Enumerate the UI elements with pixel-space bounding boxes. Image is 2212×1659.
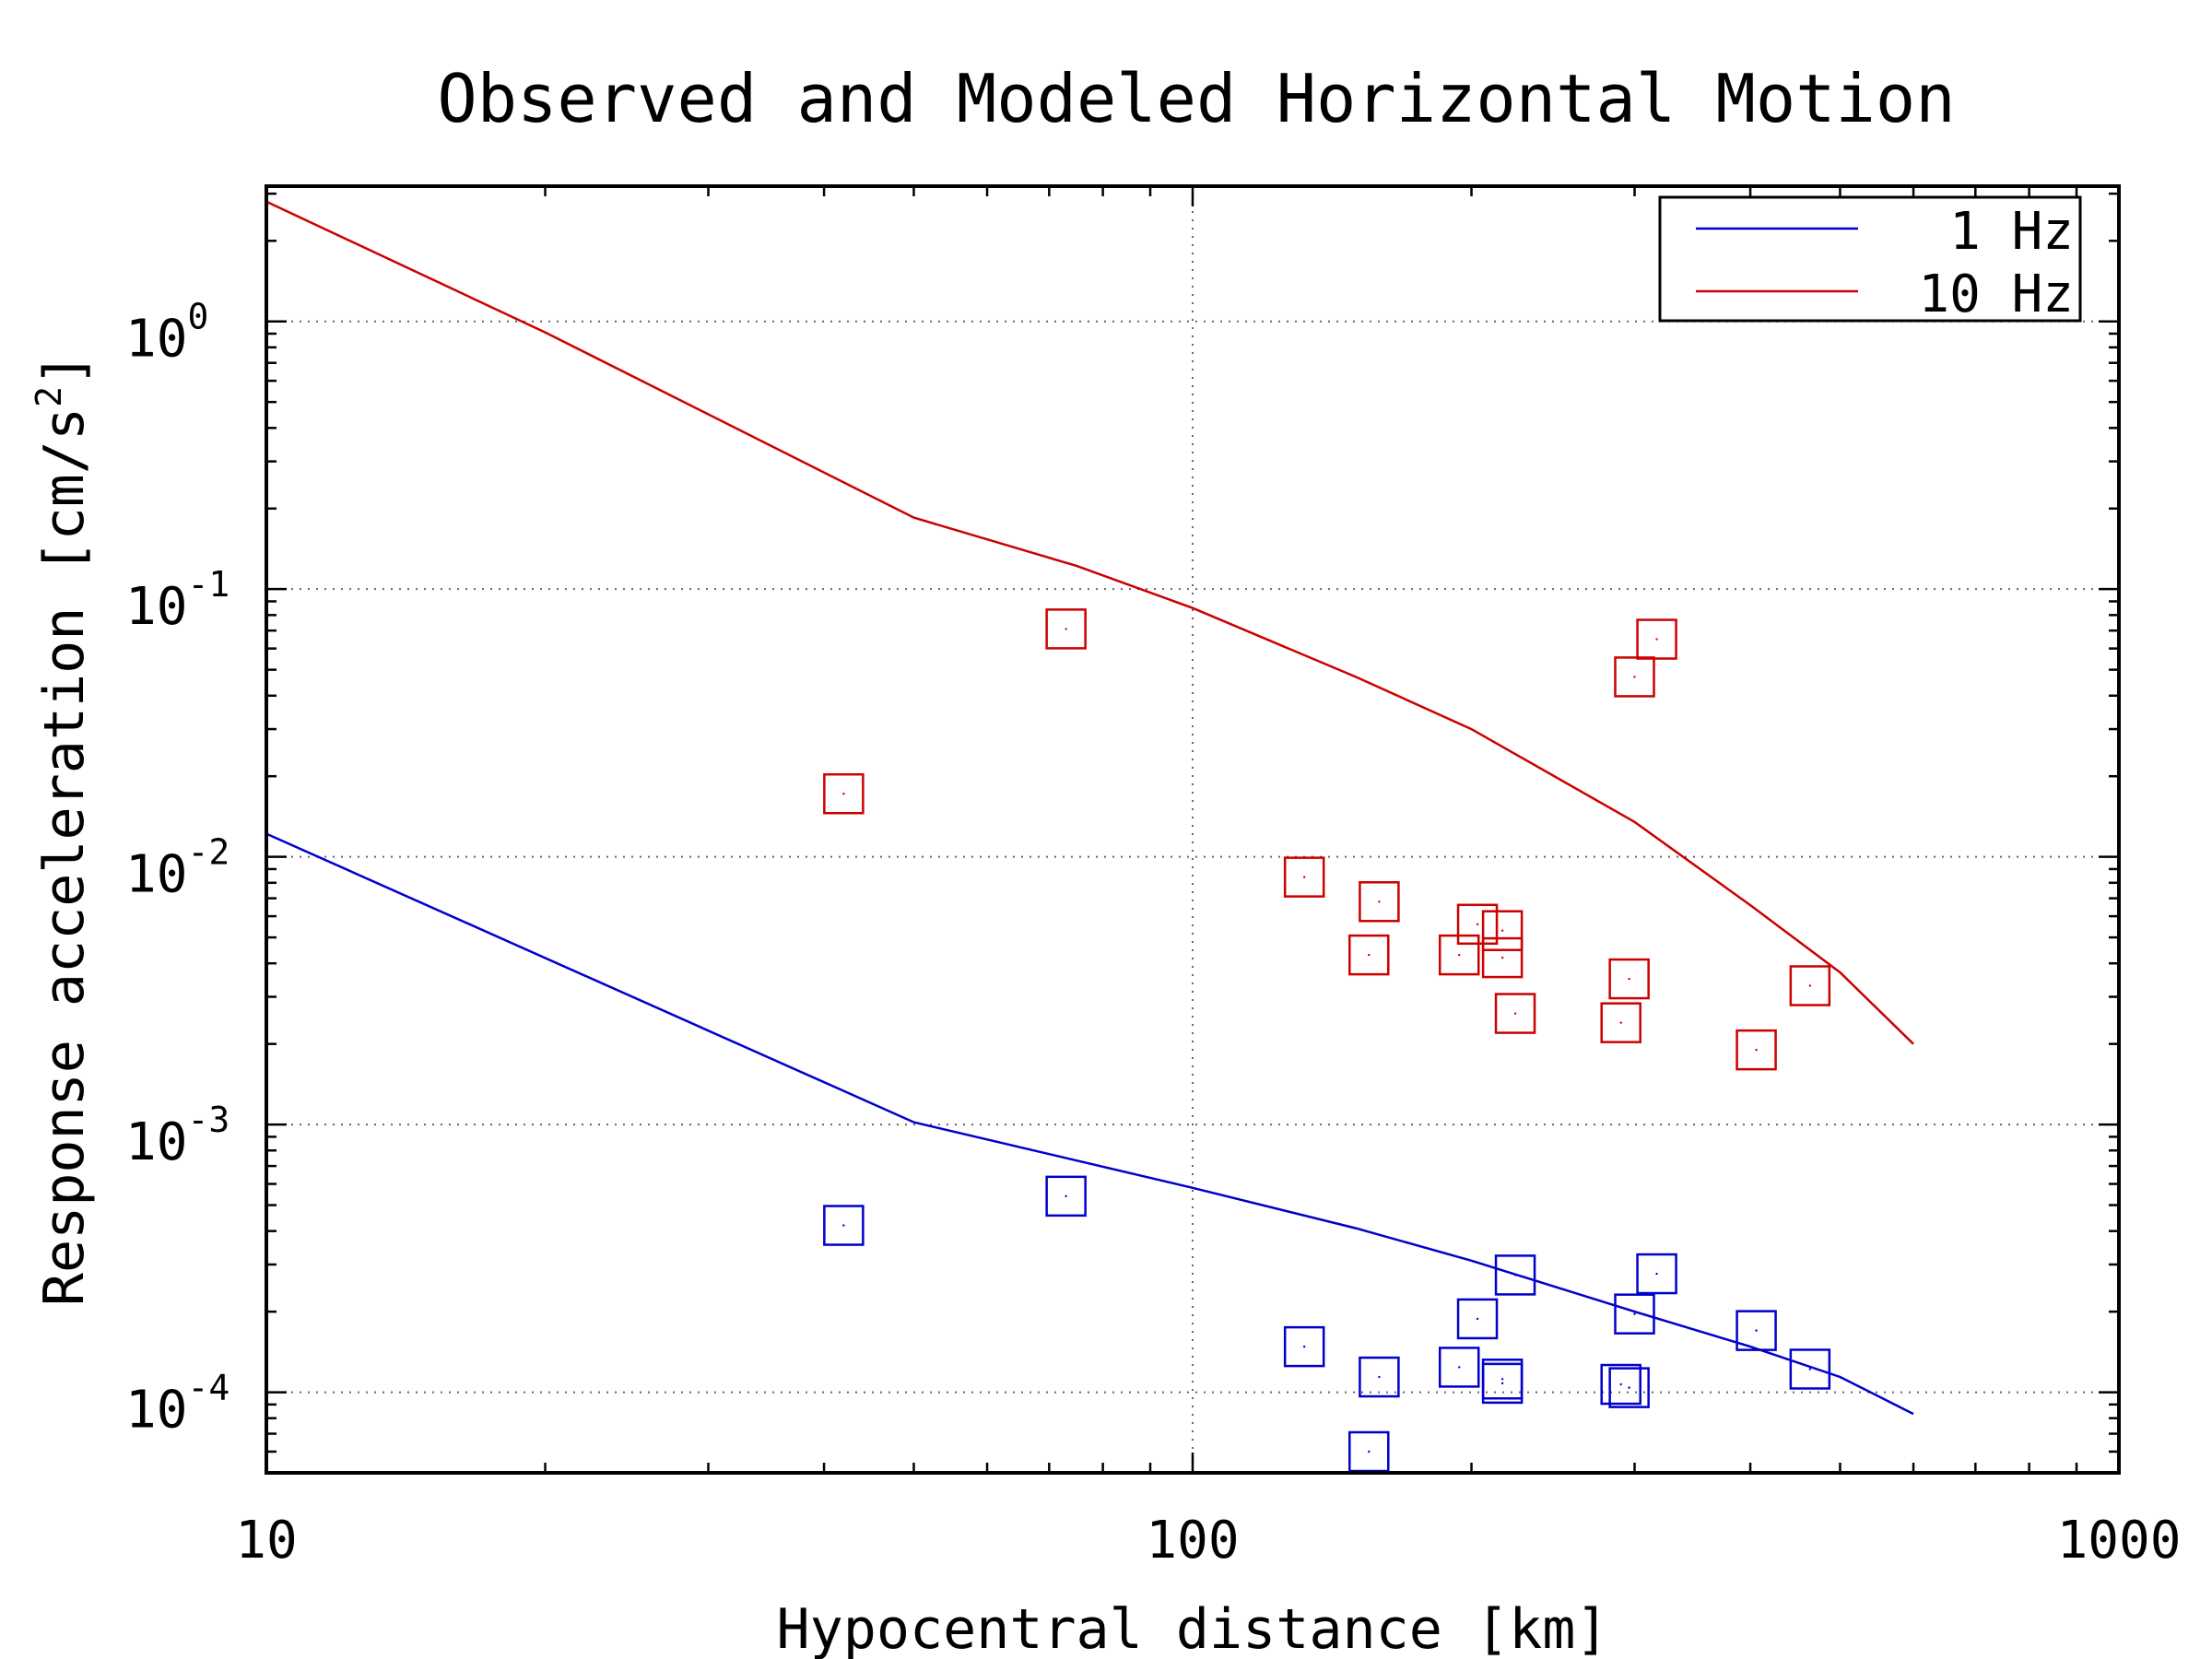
observed-point-center-1hz [1513, 1274, 1517, 1277]
y-tick-label-base: 10 [125, 1381, 187, 1441]
observed-point-center-10hz [1458, 953, 1461, 957]
observed-point-center-1hz [1458, 1366, 1461, 1369]
observed-point-center-10hz [1619, 1021, 1622, 1024]
observed-point-1hz [1438, 1347, 1480, 1388]
observed-point-center-1hz [1808, 1368, 1812, 1371]
observed-point-center-10hz [1633, 676, 1636, 678]
y-tick-label-base: 10 [125, 310, 187, 370]
chart-title: Observed and Modeled Horizontal Motion [437, 60, 1955, 137]
observed-point-1hz [1359, 1356, 1400, 1398]
legend-label-10hz: 10 Hz [1918, 265, 2074, 324]
model-line-10hz [265, 200, 1914, 1045]
observed-point-10hz [1735, 1029, 1777, 1071]
observed-point-10hz [1494, 993, 1536, 1034]
observed-point-center-10hz [1378, 900, 1381, 903]
y-tick-label-base: 10 [125, 1112, 187, 1172]
legend-box [1658, 195, 2082, 323]
observed-point-1hz [1481, 1362, 1524, 1405]
observed-point-1hz [1456, 1298, 1499, 1340]
observed-point-1hz [1283, 1325, 1325, 1368]
observed-point-10hz [1045, 608, 1087, 650]
y-tick-label-exponent: 0 [187, 297, 208, 337]
x-tick-label: 100 [1146, 1511, 1239, 1571]
observed-point-center-10hz [1065, 628, 1067, 630]
observed-point-center-1hz [1655, 1272, 1658, 1276]
y-axis-label-main: Response acceleration [cm/s [32, 407, 97, 1306]
observed-point-center-10hz [1808, 984, 1812, 987]
y-tick-label: 10-4 [125, 1368, 229, 1441]
observed-point-center-1hz [1378, 1375, 1381, 1379]
observed-point-10hz [1636, 618, 1677, 660]
observed-point-1hz [823, 1205, 865, 1246]
observed-point-10hz [1283, 856, 1325, 898]
legend: 1 Hz 10 Hz [1658, 195, 2082, 324]
observed-point-center-1hz [1368, 1450, 1371, 1453]
observed-point-10hz [1608, 958, 1650, 1000]
y-tick-label: 10-1 [125, 564, 229, 637]
observed-point-10hz [1456, 903, 1499, 946]
observed-point-1hz [1789, 1348, 1831, 1390]
observed-point-1hz [1045, 1175, 1087, 1218]
observed-point-1hz [1614, 1293, 1655, 1335]
observed-point-10hz [1600, 1002, 1641, 1043]
observed-point-center-1hz [1500, 1382, 1504, 1385]
observed-point-center-1hz [1755, 1329, 1758, 1332]
y-tick-label-exponent: -4 [187, 1368, 229, 1408]
y-tick-label-base: 10 [125, 845, 187, 905]
observed-point-center-10hz [842, 793, 845, 795]
y-axis-label-superscript: 2 [29, 386, 69, 407]
observed-point-center-1hz [1628, 1386, 1630, 1389]
axis-ticks [265, 186, 2121, 1475]
observed-point-10hz [1789, 965, 1831, 1006]
observed-point-1hz [1608, 1367, 1650, 1408]
observed-point-1hz [1600, 1363, 1641, 1406]
y-tick-label: 100 [125, 297, 208, 370]
observed-point-center-10hz [1755, 1048, 1758, 1052]
y-tick-label: 10-2 [125, 832, 229, 905]
observed-point-10hz [1359, 881, 1400, 923]
grid [266, 186, 2119, 1473]
observed-point-center-1hz [842, 1224, 845, 1227]
y-axis-label: Response acceleration [cm/s2] [29, 353, 97, 1306]
observed-point-center-1hz [1500, 1378, 1504, 1381]
observed-point-10hz [1348, 934, 1390, 976]
observed-point-center-10hz [1476, 923, 1479, 925]
observed-point-center-1hz [1476, 1317, 1479, 1321]
y-axis-label-end: ] [32, 353, 97, 386]
observed-point-10hz [1614, 656, 1655, 698]
x-axis-label: Hypocentral distance [km] [776, 1597, 1608, 1659]
x-tick-label: 1000 [2057, 1511, 2182, 1571]
observed-point-center-1hz [1633, 1312, 1636, 1315]
y-tick-label-exponent: -1 [187, 564, 229, 605]
observed-point-center-10hz [1513, 1012, 1517, 1015]
observed-point-center-10hz [1500, 929, 1504, 932]
model-line-1hz [265, 832, 1914, 1416]
legend-label-1hz: 1 Hz [1949, 202, 2074, 262]
observed-point-center-1hz [1302, 1345, 1306, 1348]
observed-point-center-10hz [1628, 977, 1630, 981]
observed-point-center-1hz [1065, 1194, 1067, 1198]
y-tick-label-exponent: -2 [187, 832, 229, 873]
observed-point-10hz [1481, 910, 1524, 951]
plot-frame [265, 184, 2121, 1475]
y-tick-label-base: 10 [125, 577, 187, 637]
observed-point-1hz [1494, 1254, 1536, 1296]
observed-point-center-10hz [1655, 638, 1658, 641]
series [265, 200, 1914, 1473]
observed-point-center-10hz [1368, 953, 1371, 957]
y-tick-label: 10-3 [125, 1100, 229, 1172]
observed-point-1hz [1735, 1310, 1777, 1351]
observed-point-center-10hz [1302, 876, 1306, 878]
observed-point-center-1hz [1619, 1382, 1622, 1386]
x-tick-label: 10 [235, 1511, 297, 1571]
observed-point-10hz [823, 772, 865, 815]
observed-point-1hz [1636, 1253, 1677, 1295]
observed-point-center-10hz [1500, 956, 1504, 959]
x-tick-labels: 10 100 1000 [235, 1511, 2181, 1571]
y-tick-label-exponent: -3 [187, 1100, 229, 1140]
observed-point-10hz [1481, 936, 1524, 979]
